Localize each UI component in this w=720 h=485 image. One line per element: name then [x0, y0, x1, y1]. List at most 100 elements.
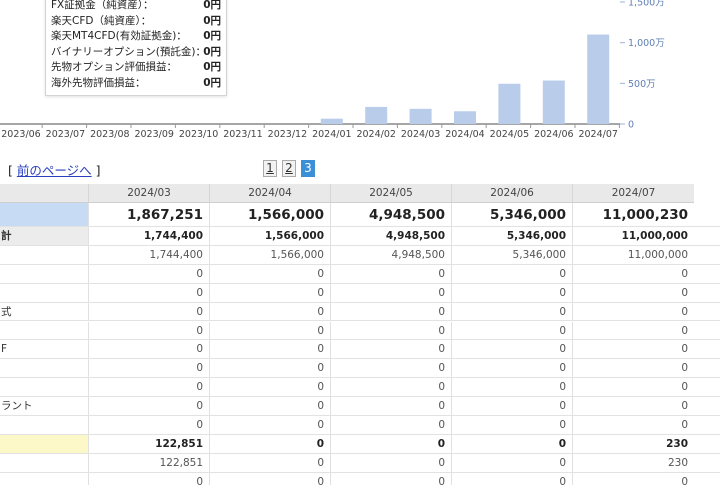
column-divider [209, 203, 210, 226]
tooltip-row: 楽天CFD（純資産）： 0円 [51, 13, 221, 29]
table-cell: 122,851 [159, 456, 203, 469]
column-divider [209, 245, 210, 264]
y-tick-label: 500万 [628, 79, 656, 90]
column-divider [330, 302, 331, 321]
table-cell: 0 [559, 343, 566, 356]
tooltip-row: バイナリーオプション(預託金)： 0円 [51, 44, 221, 60]
column-divider [572, 359, 573, 378]
x-tick-label: 2024/05 [490, 129, 529, 140]
table-cell: 0 [438, 362, 445, 375]
row-label [0, 203, 88, 226]
table-cell: 0 [196, 381, 203, 394]
table-row: 1,867,251 1,566,000 4,948,500 5,346,000 11,0… [0, 203, 720, 227]
column-divider [88, 453, 89, 472]
column-divider [330, 359, 331, 378]
chart-bar[interactable] [409, 108, 432, 124]
column-divider [88, 378, 89, 397]
column-divider [572, 340, 573, 359]
table-cell: 0 [438, 267, 445, 280]
x-tick-label: 2024/07 [578, 129, 617, 140]
table-cell: 0 [438, 324, 445, 337]
tooltip-label: 楽天MT4CFD(有効証拠金)： [51, 30, 187, 43]
column-divider [330, 321, 331, 340]
page-button-1[interactable]: 1 [263, 160, 277, 177]
table-cell: 0 [317, 400, 324, 413]
table-cell: 0 [438, 381, 445, 394]
column-divider [209, 472, 210, 485]
table-cell: 0 [438, 456, 445, 469]
table-cell: 1,744,400 [143, 230, 203, 242]
chart-tooltip: FX証拠金（純資産）： 0円 楽天CFD（純資産）： 0円 楽天MT4CFD(有効証拠金… [45, 0, 227, 96]
column-divider [209, 378, 210, 397]
table-cell: 5,346,000 [489, 207, 566, 223]
table-cell: 0 [196, 343, 203, 356]
column-header: 2024/04 [209, 184, 330, 203]
table-cell: 0 [317, 286, 324, 299]
column-divider [572, 397, 573, 415]
prev-page-link[interactable]: 前のページへ [16, 163, 92, 178]
column-divider [88, 472, 89, 485]
table-cell: 230 [667, 456, 688, 469]
page-button-3[interactable]: 3 [301, 160, 315, 177]
column-divider [451, 245, 452, 264]
table-cell: 11,000,000 [627, 248, 688, 261]
column-header: 2024/03 [88, 184, 209, 203]
x-tick-label: 2023/12 [268, 129, 307, 140]
column-divider [451, 359, 452, 378]
tooltip-label: 楽天CFD（純資産）： [51, 14, 152, 27]
column-divider [209, 397, 210, 415]
prev-bracket-close: ] [95, 163, 101, 178]
row-label [0, 265, 88, 283]
x-tick-label: 2024/06 [534, 129, 573, 140]
tooltip-row: 楽天MT4CFD(有効証拠金)： 0円 [51, 28, 221, 44]
table-cell: 0 [196, 324, 203, 337]
column-divider [330, 472, 331, 485]
table-row: 0 0 0 0 0 [0, 416, 720, 435]
column-divider [451, 340, 452, 359]
column-divider [88, 321, 89, 340]
table-cell: 0 [559, 362, 566, 375]
x-tick-label: 2024/01 [312, 129, 351, 140]
table-cell: 1,867,251 [126, 207, 203, 223]
column-divider [88, 434, 89, 453]
column-divider [451, 302, 452, 321]
table-cell: 1,566,000 [264, 230, 324, 242]
column-divider [451, 397, 452, 415]
page-button-2[interactable]: 2 [282, 160, 296, 177]
column-divider [451, 416, 452, 434]
row-label [0, 416, 88, 434]
x-tick-label: 2023/06 [1, 129, 40, 140]
table-cell: 0 [681, 362, 688, 375]
tooltip-row: 先物オプション評価損益： 0円 [51, 59, 221, 75]
table-header: 2024/03 2024/04 2024/05 2024/06 2024/07 [0, 184, 720, 203]
x-tick-label: 2024/04 [445, 129, 484, 140]
chart-bar[interactable] [365, 106, 388, 124]
column-divider [451, 227, 452, 245]
row-label [0, 454, 88, 472]
tooltip-value: 0円 [203, 61, 221, 74]
table-cell: 0 [438, 400, 445, 413]
table-cell: 0 [196, 305, 203, 318]
table-row: 122,851 0 0 0 230 [0, 434, 720, 454]
table-cell: 0 [559, 305, 566, 318]
y-tick-label: 0 [628, 120, 634, 131]
x-tick-label: 2023/11 [223, 129, 262, 140]
chart-bar[interactable] [454, 111, 476, 124]
chart-bar[interactable] [320, 118, 343, 124]
chart-bar[interactable] [542, 80, 565, 124]
column-divider [572, 302, 573, 321]
table-cell: 0 [559, 324, 566, 337]
tooltip-value: 0円 [203, 0, 221, 11]
table-row: 式 0 0 0 0 0 [0, 302, 720, 322]
table-cell: 4,948,500 [368, 207, 445, 223]
prev-page-wrapper: [ 前のページへ ] [8, 160, 101, 179]
chart-bar[interactable] [498, 83, 521, 124]
table-cell: 4,948,500 [385, 230, 445, 242]
column-header: 2024/05 [330, 184, 451, 203]
tooltip-label: バイナリーオプション(預託金)： [51, 45, 206, 58]
table-cell: 0 [317, 267, 324, 280]
column-divider [572, 227, 573, 245]
table-cell: 122,851 [155, 437, 203, 450]
chart-bar[interactable] [587, 34, 610, 124]
table-row: 0 0 0 0 0 [0, 264, 720, 284]
